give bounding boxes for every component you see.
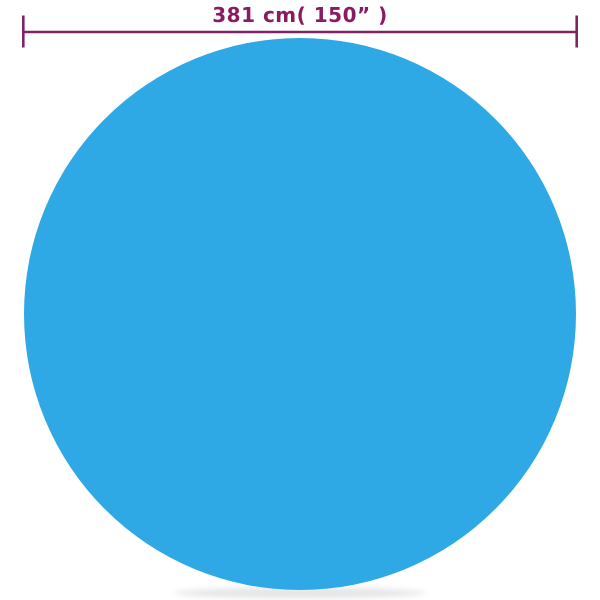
ground-shadow (175, 587, 425, 599)
dimension-label: 381 cm( 150” ) (212, 3, 388, 27)
pool-cover-circle (24, 38, 576, 590)
